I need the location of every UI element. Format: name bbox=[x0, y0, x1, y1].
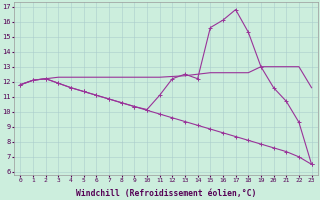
X-axis label: Windchill (Refroidissement éolien,°C): Windchill (Refroidissement éolien,°C) bbox=[76, 189, 256, 198]
